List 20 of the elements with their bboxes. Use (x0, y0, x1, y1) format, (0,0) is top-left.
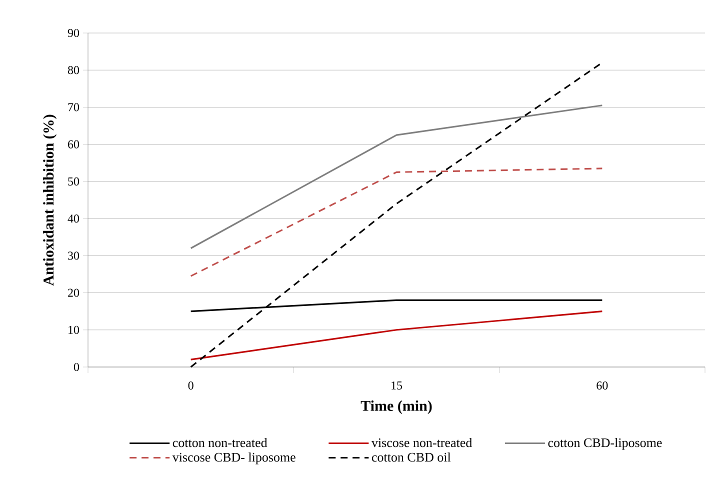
y-axis-title: Antioxidant inhibition (%) (43, 114, 57, 286)
y-tick-label: 40 (68, 214, 80, 223)
x-tick-label: 15 (392, 381, 402, 390)
x-tick-label: 0 (188, 381, 194, 390)
y-tick-label: 20 (68, 288, 80, 297)
y-tick-label: 30 (68, 252, 80, 260)
legend-label: cotton CBD oil (372, 452, 451, 462)
y-tick-label: 50 (68, 177, 80, 186)
legend-label: viscose CBD- liposome (172, 452, 296, 464)
y-tick-label: 80 (68, 66, 80, 74)
y-tick-label: 60 (68, 140, 80, 148)
y-tick-label: 0 (74, 362, 80, 372)
x-axis-title: Time (min) (360, 400, 432, 414)
legend-label: cotton non-treated (172, 438, 268, 448)
legend-label: cotton CBD-liposome (548, 438, 662, 450)
legend-label: viscose non-treated (371, 438, 472, 448)
y-tick-label: 70 (68, 103, 80, 112)
y-tick-label: 90 (68, 28, 80, 38)
x-tick-label: 60 (596, 381, 608, 390)
y-tick-label: 10 (68, 326, 80, 334)
